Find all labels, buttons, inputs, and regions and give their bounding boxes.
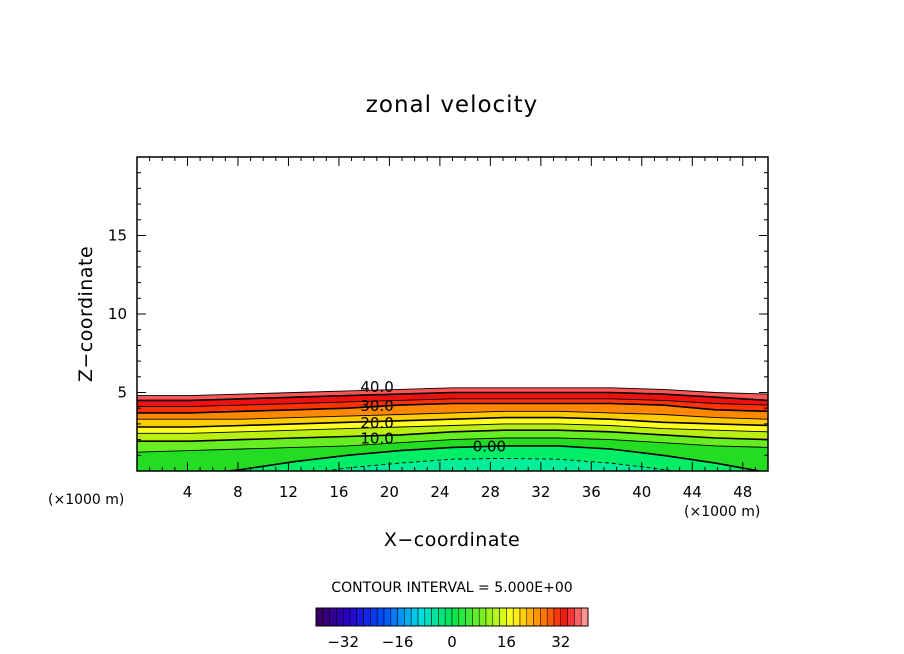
colorbar-swatch	[342, 607, 351, 627]
colorbar-swatch	[526, 607, 534, 627]
x-tick-label: 12	[279, 483, 298, 501]
x-axis-ticks: 4 8 12 16 20 24 28 32 36 40 44 48	[136, 157, 769, 501]
x-tick-label: 24	[430, 483, 449, 501]
contour-band-15	[137, 423, 768, 442]
colorbar-swatch	[322, 607, 330, 627]
x-tick-label: 28	[481, 483, 500, 501]
colorbar-swatch	[376, 607, 385, 627]
contour-line-0	[222, 445, 764, 471]
contour-interval-label: CONTOUR INTERVAL = 5.000E+00	[331, 580, 572, 596]
colorbar-swatch	[356, 607, 364, 627]
colorbar-swatch	[458, 607, 466, 627]
y-axis-title: Z−coordinate	[75, 246, 97, 382]
colorbar-tick-label: 16	[497, 633, 516, 651]
contour-line-25	[137, 410, 768, 420]
colorbar-swatch	[574, 607, 582, 627]
contour-line-negative-dashed	[323, 457, 677, 471]
contour-line-40	[137, 391, 768, 402]
colorbar-swatch	[499, 607, 507, 627]
colorbar-swatch	[404, 607, 412, 627]
contour-line-20	[137, 416, 768, 428]
colorbar-tick-label: 0	[447, 633, 457, 651]
colorbar-swatch	[431, 607, 439, 627]
colorbar-swatch	[370, 607, 378, 627]
contour-line-15	[137, 423, 768, 434]
contour-line-layer	[137, 387, 768, 471]
colorbar-swatch	[383, 607, 392, 627]
colorbar-frame	[315, 607, 589, 627]
x-axis-title: X−coordinate	[384, 529, 520, 551]
x-tick-label: 32	[531, 483, 550, 501]
colorbar-swatch	[472, 607, 480, 627]
colorbar-swatch	[329, 607, 337, 627]
colorbar-swatch	[478, 607, 487, 627]
colorbar	[315, 607, 589, 627]
colorbar-tick-label: 32	[551, 633, 570, 651]
colorbar-swatch	[540, 607, 548, 627]
colorbar-swatch	[567, 607, 575, 627]
colorbar-swatch	[519, 607, 528, 627]
contour-line-10	[137, 429, 768, 442]
colorbar-swatch	[424, 607, 432, 627]
x-tick-label: 36	[582, 483, 601, 501]
colorbar-swatch	[349, 607, 358, 627]
colorbar-swatch	[560, 607, 568, 627]
colorbar-tick-label: −32	[327, 633, 359, 651]
chart-title: zonal velocity	[366, 92, 538, 118]
y-tick-label: 15	[108, 227, 127, 245]
contour-band-30	[137, 403, 768, 420]
contour-label-20.0: 20.0	[360, 414, 393, 432]
colorbar-swatch	[546, 607, 555, 627]
colorbar-swatch	[512, 607, 521, 627]
x-tick-label: 4	[183, 483, 193, 501]
contour-line-35	[137, 398, 768, 408]
contour-line-30	[137, 402, 768, 414]
colorbar-swatch	[417, 607, 426, 627]
colorbar-swatch	[492, 607, 500, 627]
colorbar-swatch	[580, 607, 589, 627]
colorbar-swatch	[438, 607, 446, 627]
contour-line-5	[137, 437, 768, 453]
colorbar-swatch	[410, 607, 419, 627]
y-tick-label: 10	[108, 305, 127, 323]
colorbar-swatch	[451, 607, 460, 627]
x-tick-label: 40	[632, 483, 651, 501]
contour-label-10.0: 10.0	[360, 430, 393, 448]
contour-band-5	[137, 438, 768, 471]
x-tick-label: 48	[733, 483, 752, 501]
colorbar-swatch	[390, 607, 398, 627]
y-tick-label: 5	[117, 384, 127, 402]
contour-label-40.0: 40.0	[360, 378, 393, 396]
contour-label-0.00: 0.00	[473, 438, 506, 456]
colorbar-swatch	[444, 607, 453, 627]
x-tick-label: 8	[233, 483, 243, 501]
x-unit-label-right: (×1000 m)	[684, 504, 760, 520]
colorbar-swatch	[315, 607, 324, 627]
y-axis-ticks: 5 10 15	[108, 156, 768, 472]
colorbar-swatch	[485, 607, 494, 627]
colorbar-swatch	[533, 607, 541, 627]
x-unit-label-left: (×1000 m)	[48, 492, 124, 508]
colorbar-swatch	[336, 607, 344, 627]
contour-band-10	[137, 430, 768, 453]
contour-line-45	[137, 387, 768, 397]
x-tick-label: 44	[683, 483, 702, 501]
contour-label-layer: 40.030.020.010.0 0.00	[360, 378, 506, 456]
x-tick-label: 16	[329, 483, 348, 501]
colorbar-swatch	[553, 607, 562, 627]
colorbar-swatch	[363, 607, 371, 627]
contour-fill-layer	[137, 387, 768, 471]
x-tick-label: 20	[380, 483, 399, 501]
contour-band-45	[137, 387, 768, 401]
colorbar-tick-label: −16	[382, 633, 414, 651]
contour-label-30.0: 30.0	[360, 397, 393, 415]
colorbar-swatch	[397, 607, 405, 627]
colorbar-tick-labels: −32 −16 0 16 32	[327, 633, 570, 651]
colorbar-swatch	[465, 607, 473, 627]
colorbar-swatch	[506, 607, 514, 627]
